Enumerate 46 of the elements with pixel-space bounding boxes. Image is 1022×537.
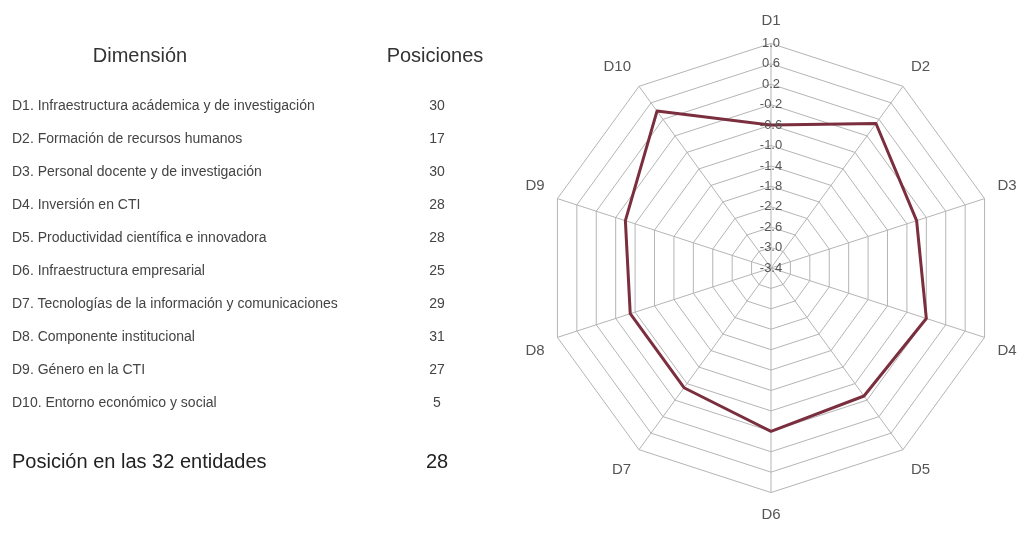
data-label: 31 (428, 328, 446, 344)
text: Dimensión (91, 44, 189, 67)
spoke-label: D4 (997, 340, 1017, 358)
y-tick-label: -2.2 (759, 198, 783, 214)
data-label: 30 (428, 163, 446, 179)
category-label: D3. Personal docente y de investigación (12, 163, 262, 179)
category-label: Posición en las 32 entidades (12, 450, 267, 473)
spoke-label: D1 (761, 11, 781, 29)
category-label: D8. Componente institucional (12, 328, 195, 344)
data-label: 28 (424, 450, 450, 473)
category-label: D10. Entorno económico y social (12, 394, 217, 410)
data-label: 29 (428, 295, 446, 311)
y-tick-label: -1.0 (759, 137, 783, 153)
data-label: 5 (432, 394, 442, 410)
category-label: D4. Inversión en CTI (12, 196, 141, 212)
y-tick-label: 0.2 (761, 75, 781, 91)
y-tick-label: 1.0 (761, 35, 781, 51)
spoke-label: D9 (525, 175, 545, 193)
spoke-label: D6 (761, 505, 781, 523)
spoke-label: D8 (525, 340, 545, 358)
data-label: 28 (428, 196, 446, 212)
text: Posiciones (385, 44, 485, 67)
spoke-label: D5 (910, 459, 931, 477)
data-label: 28 (428, 229, 446, 245)
y-tick-label: -2.6 (759, 218, 783, 234)
category-label: D6. Infraestructura empresarial (12, 262, 205, 278)
y-tick-label: -3.4 (759, 259, 783, 275)
y-tick-label: -0.2 (759, 96, 783, 112)
category-label: D2. Formación de recursos humanos (12, 130, 243, 146)
y-tick-label: 0.6 (761, 55, 781, 71)
spoke-label: D3 (997, 175, 1017, 193)
data-label: 17 (428, 130, 446, 146)
category-label: D5. Productividad científica e innovadora (12, 229, 267, 245)
data-label: 25 (428, 262, 446, 278)
y-tick-label: -1.4 (759, 157, 783, 173)
y-tick-label: -1.8 (759, 177, 783, 193)
spoke-label: D10 (603, 56, 632, 74)
data-label: 27 (428, 361, 446, 377)
y-tick-label: -3.0 (759, 239, 783, 255)
category-label: D9. Género en la CTI (12, 361, 146, 377)
category-label: D1. Infraestructura acádemica y de investigación (12, 97, 315, 113)
y-tick-label: -0.6 (759, 116, 783, 132)
spoke-label: D7 (611, 459, 632, 477)
data-label: 30 (428, 97, 446, 113)
category-label: D7. Tecnologías de la información y comunicaciones (12, 295, 338, 311)
spoke-label: D2 (910, 56, 931, 74)
